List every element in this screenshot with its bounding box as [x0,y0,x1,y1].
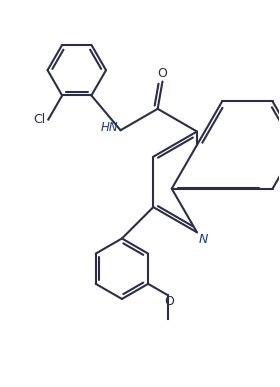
Text: HN: HN [101,121,118,134]
Text: O: O [158,67,167,80]
Text: N: N [198,233,208,247]
Text: O: O [164,295,174,308]
Text: Cl: Cl [34,113,46,126]
